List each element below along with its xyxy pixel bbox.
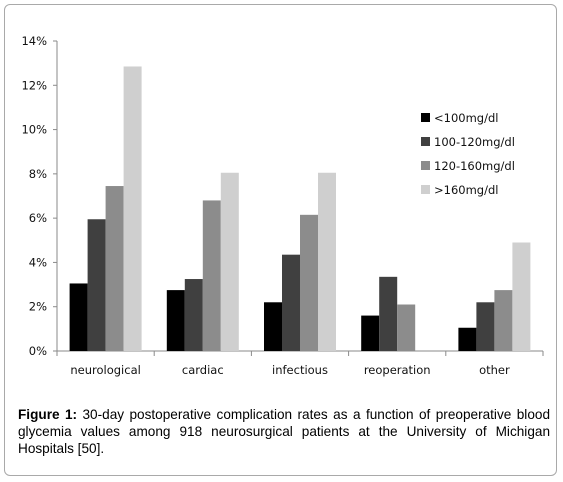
bar [166,290,185,351]
legend-label: 120-160mg/dl [434,159,515,173]
x-tick-label: other [479,363,510,377]
x-tick-label: reoperation [364,363,431,377]
y-tick-label: 10% [21,123,47,137]
legend-label: <100mg/dl [434,111,498,125]
chart-bars [69,66,531,351]
caption-label: Figure 1: [18,407,78,422]
legend-swatch [421,137,430,146]
bar [476,302,495,351]
legend-swatch [421,185,430,194]
bar [300,214,318,351]
bar [379,276,398,351]
bar [458,327,477,351]
y-tick-label: 4% [29,255,47,269]
y-tick-label: 2% [29,300,47,314]
bar [220,172,239,351]
y-tick-label: 8% [29,167,47,181]
figure-caption: Figure 1: 30-day postoperative complicat… [18,406,550,457]
bar [397,304,416,351]
legend-swatch [421,113,430,122]
bar [123,66,142,351]
bar [512,242,531,351]
bar [361,315,380,351]
x-tick-label: infectious [272,363,328,377]
bar [494,290,513,351]
y-tick-label: 6% [29,211,47,225]
chart-legend: <100mg/dl 100-120mg/dl 120-160mg/dl >160mg/… [421,111,515,197]
x-tick-label: cardiac [182,363,224,377]
bar [69,283,88,351]
chart-axes: 0% 2% 4% 6% 8% 10% 12% 14% neurological cardiac in… [21,34,544,377]
bar [87,219,106,351]
legend-label: >160mg/dl [434,183,498,197]
legend-label: 100-120mg/dl [434,135,515,149]
bar [264,302,282,351]
legend-swatch [421,161,430,170]
y-tick-label: 12% [21,78,47,92]
y-tick-label: 0% [29,344,47,358]
bar [282,254,300,351]
x-tick-label: neurological [70,363,140,377]
caption-text: 30-day postoperative complication rates … [18,407,551,456]
y-tick-label: 14% [21,34,47,48]
bar [184,279,203,351]
bar [105,186,124,351]
bar [318,172,336,351]
bar [202,200,221,351]
bar-chart: 0% 2% 4% 6% 8% 10% 12% 14% neurological cardiac in… [21,34,544,377]
